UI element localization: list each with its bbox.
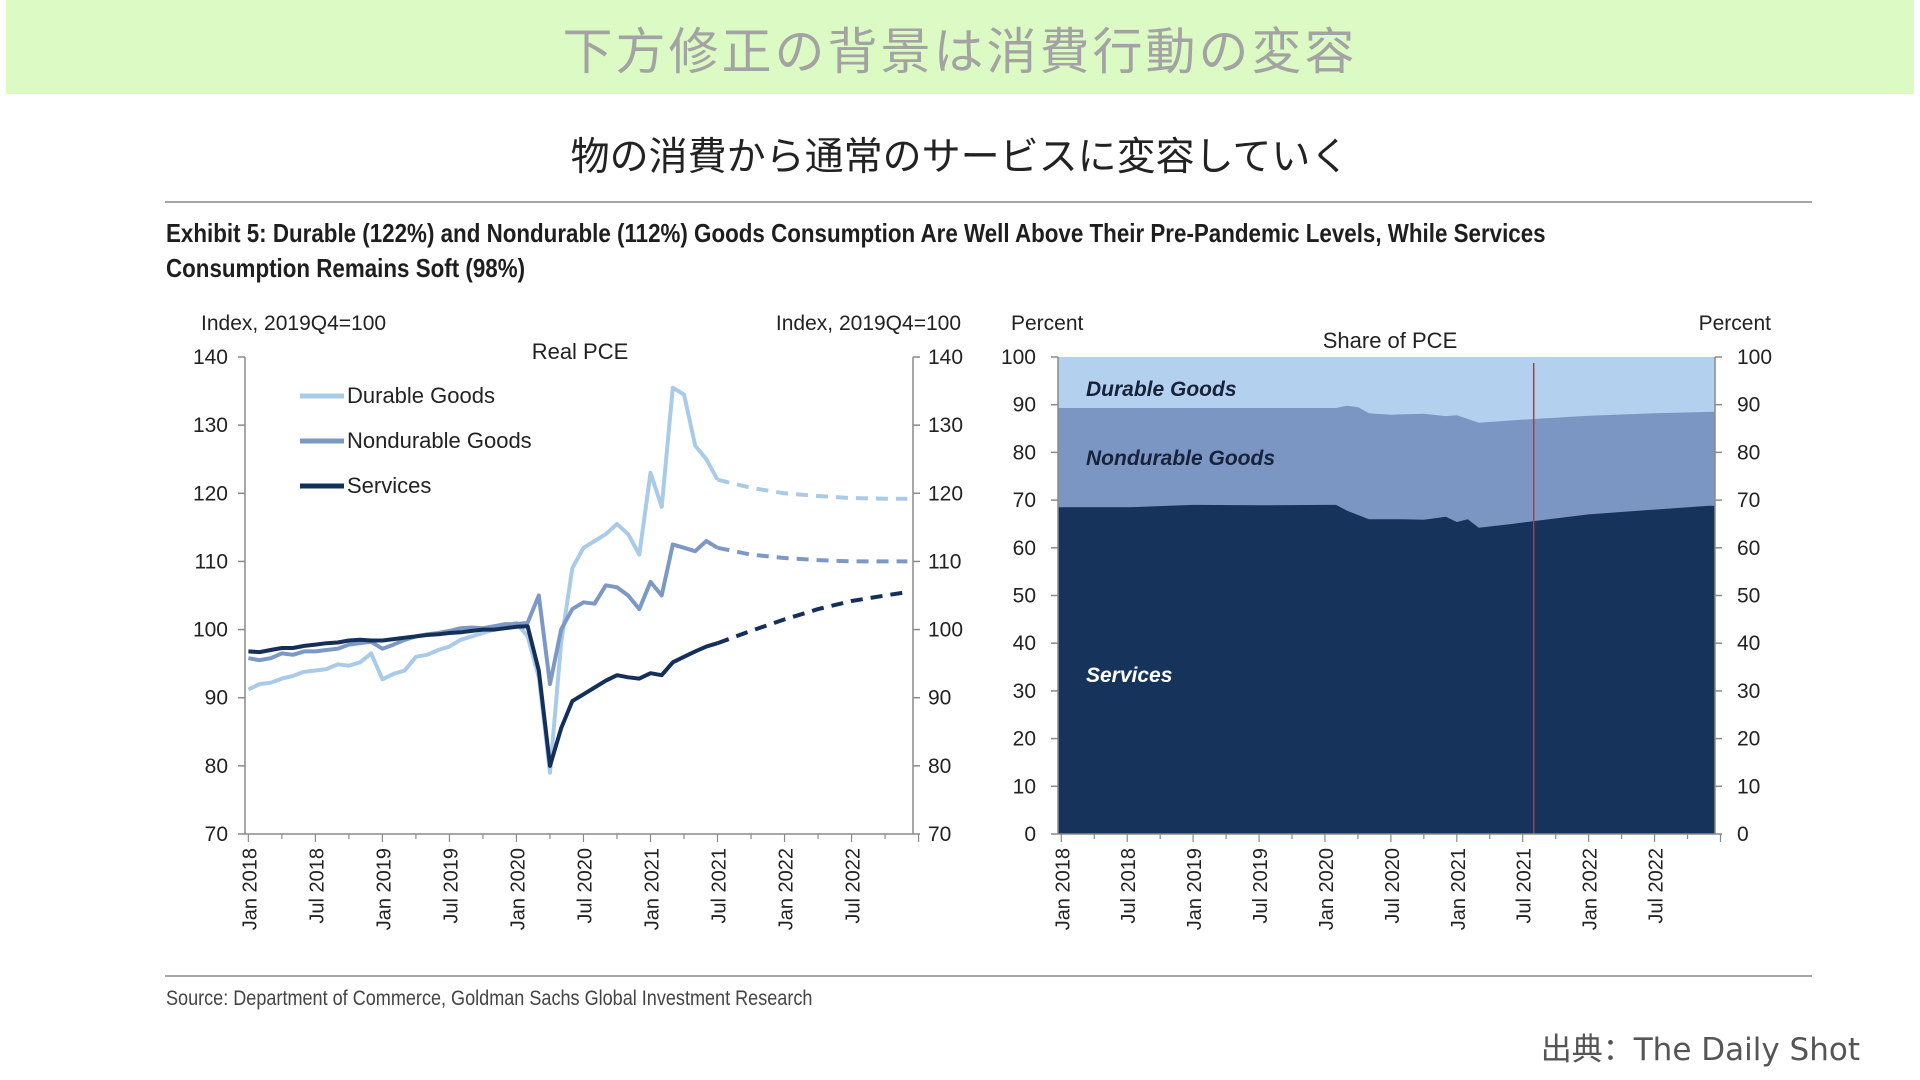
right-axis-label: Percent [1699, 312, 1772, 335]
left-tick-label: 100 [193, 619, 228, 642]
left-tick-label: 130 [193, 414, 228, 437]
bottom-divider [165, 975, 1812, 977]
page-subtitle: 物の消費から通常のサービスに変容していく [570, 135, 1350, 180]
left-tick-label: 120 [193, 482, 228, 505]
area-label-durable: Durable Goods [1086, 378, 1237, 401]
x-tick-label: Jan 2018 [239, 848, 261, 930]
legend-label-nondurable-goods: Nondurable Goods [347, 428, 532, 453]
x-tick-label: Jan 2022 [776, 848, 798, 930]
share-of-pce-chart: 0 0 10 10 20 20 30 30 40 40 50 50 60 60 70 70 80 80 90 90 10… [1001, 312, 1772, 930]
left-tick-label: 60 [1013, 537, 1036, 560]
right-tick-label: 100 [928, 619, 963, 642]
left-tick-label: 100 [1001, 346, 1036, 369]
x-tick-label: Jan 2021 [1448, 848, 1470, 930]
x-tick-label: Jul 2022 [1646, 848, 1668, 924]
left-tick-label: 30 [1013, 680, 1036, 703]
right-tick-label: 110 [928, 550, 961, 573]
left-axis-label: Index, 2019Q4=100 [201, 312, 386, 335]
nondurable-goods-line [248, 539, 719, 687]
x-tick-label: Jan 2019 [1184, 848, 1206, 930]
x-tick-label: Jul 2019 [440, 848, 462, 924]
x-tick-label: Jan 2021 [641, 848, 663, 930]
x-tick-label: Jul 2020 [1382, 848, 1404, 924]
left-tick-label: 40 [1013, 632, 1036, 655]
services-line [248, 624, 719, 768]
left-tick-label: 90 [1013, 394, 1036, 417]
left-tick-label: 20 [1013, 728, 1036, 751]
area-label-services: Services [1086, 664, 1172, 687]
right-tick-label: 90 [1737, 394, 1760, 417]
left-tick-label: 110 [195, 550, 228, 573]
right-tick-label: 80 [928, 755, 951, 778]
x-tick-label: Jul 2022 [843, 848, 865, 924]
nondurable-goods-projection-line [717, 545, 908, 564]
right-tick-label: 10 [1737, 775, 1760, 798]
left-tick-label: 10 [1013, 775, 1036, 798]
x-tick-label: Jan 2022 [1580, 848, 1602, 930]
page-title: 下方修正の背景は消費行動の変容 [562, 23, 1358, 81]
x-tick-label: Jan 2019 [373, 848, 395, 930]
right-tick-label: 30 [1737, 680, 1760, 703]
left-tick-label: 80 [1013, 441, 1036, 464]
right-tick-label: 40 [1737, 632, 1760, 655]
x-tick-label: Jul 2019 [1250, 848, 1272, 924]
left-axis-label: Percent [1011, 312, 1084, 335]
chart-title: Real PCE [532, 339, 629, 364]
right-tick-label: 120 [928, 482, 963, 505]
left-tick-label: 0 [1024, 823, 1036, 846]
credit-note: 出典：The Daily Shot [1540, 1032, 1860, 1068]
right-tick-label: 20 [1737, 728, 1760, 751]
x-tick-label: Jan 2018 [1052, 848, 1074, 930]
top-divider [165, 201, 1812, 203]
left-tick-label: 70 [205, 823, 228, 846]
area-label-nondurable: Nondurable Goods [1086, 447, 1275, 470]
legend-label-durable-goods: Durable Goods [347, 383, 495, 408]
left-tick-label: 90 [205, 687, 228, 710]
left-tick-label: 50 [1013, 585, 1036, 608]
durable-goods-projection-line [717, 477, 908, 501]
right-tick-label: 90 [928, 687, 951, 710]
left-tick-label: 140 [193, 346, 228, 369]
title-banner [6, 0, 1914, 94]
x-tick-label: Jul 2021 [1514, 848, 1536, 924]
right-axis-label: Index, 2019Q4=100 [776, 312, 961, 335]
left-tick-label: 70 [1013, 489, 1036, 512]
right-tick-label: 60 [1737, 537, 1760, 560]
real-pce-chart: 70 70 80 80 90 90 100 100 110 110 120 120 130 130 140 1… [193, 312, 963, 930]
right-tick-label: 50 [1737, 585, 1760, 608]
source-note: Source: Department of Commerce, Goldman … [166, 987, 813, 1010]
services-projection-line [716, 590, 908, 646]
x-tick-label: Jan 2020 [507, 848, 529, 930]
right-tick-label: 80 [1737, 441, 1760, 464]
legend-label-services: Services [347, 473, 431, 498]
services-area [1058, 504, 1715, 834]
right-tick-label: 130 [928, 414, 963, 437]
x-tick-label: Jul 2018 [1118, 848, 1140, 924]
right-tick-label: 70 [1737, 489, 1760, 512]
chart-title: Share of PCE [1323, 328, 1458, 353]
right-tick-label: 140 [928, 346, 963, 369]
left-tick-label: 80 [205, 755, 228, 778]
right-tick-label: 70 [928, 823, 951, 846]
durable-goods-line [247, 385, 720, 775]
x-tick-label: Jan 2020 [1316, 848, 1338, 930]
x-tick-label: Jul 2021 [709, 848, 731, 924]
exhibit-title: Exhibit 5: Durable (122%) and Nondurable… [166, 218, 1546, 283]
x-tick-label: Jul 2018 [306, 848, 328, 924]
right-tick-label: 100 [1737, 346, 1772, 369]
right-tick-label: 0 [1737, 823, 1749, 846]
x-tick-label: Jul 2020 [574, 848, 596, 924]
